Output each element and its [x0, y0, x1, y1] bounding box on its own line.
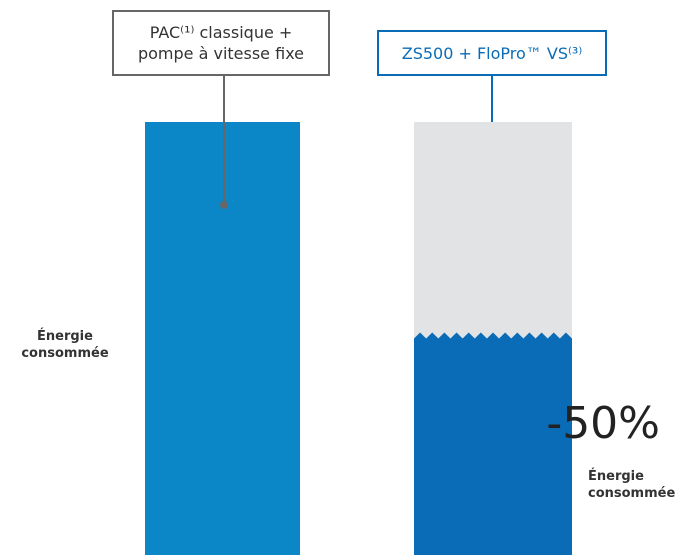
y-axis-label: Énergie consommée	[21, 329, 109, 361]
category-label: PAC⁽¹⁾ classique + pompe à vitesse fixe	[112, 10, 330, 76]
annotation-caption: Énergie consommée	[588, 469, 676, 501]
annotation: -50%	[546, 398, 660, 449]
leader-dot	[220, 201, 228, 209]
bar-remainder	[414, 122, 572, 339]
category-label: ZS500 + FloPro™ VS⁽³⁾	[377, 30, 607, 76]
bar	[414, 332, 572, 555]
bar	[145, 122, 300, 555]
